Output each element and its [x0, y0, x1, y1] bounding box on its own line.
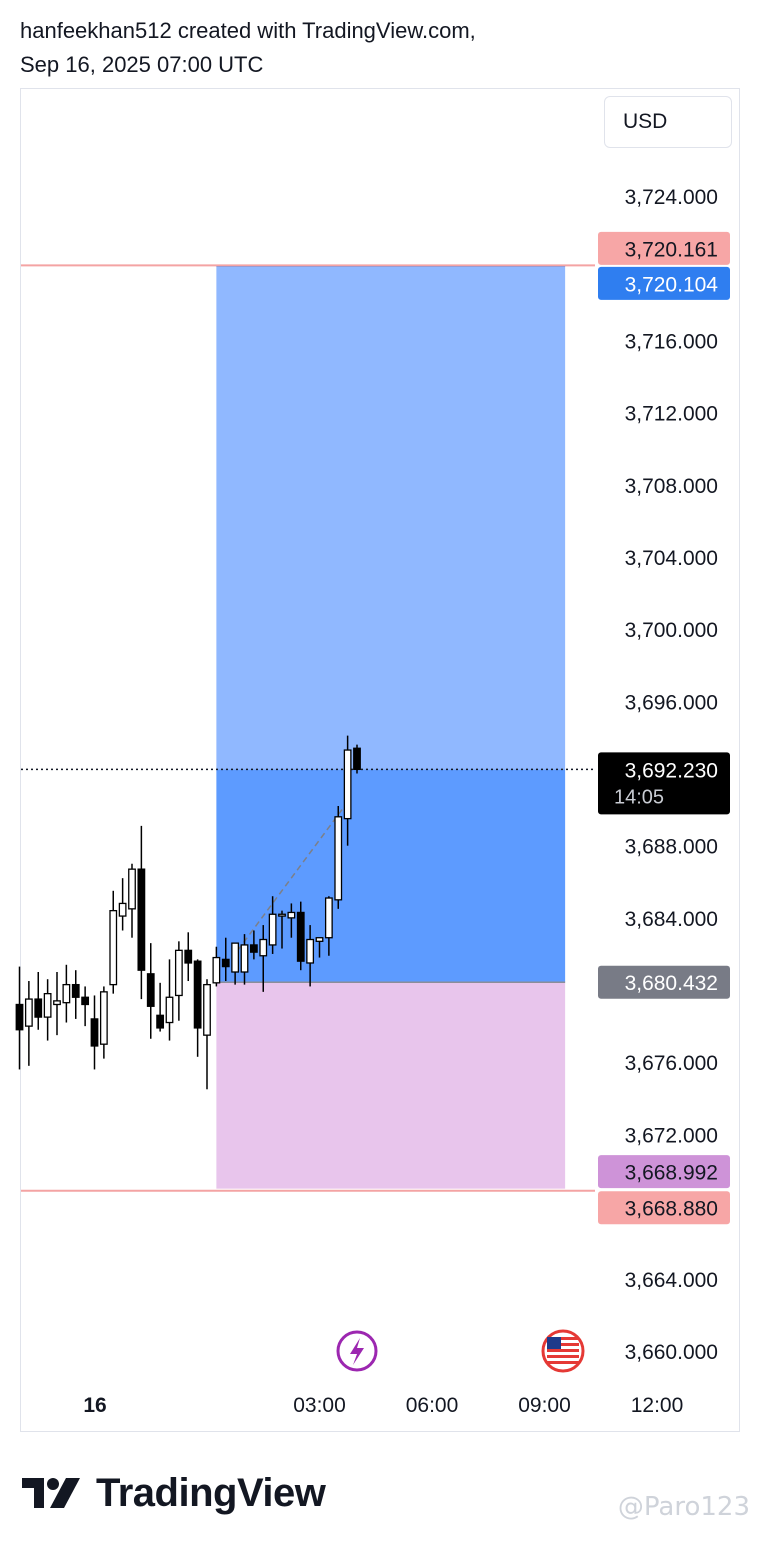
candle-14[interactable]	[146, 973, 155, 1007]
profit-zone-upper[interactable]	[216, 266, 566, 770]
candle-12[interactable]	[128, 868, 136, 910]
price-label-box-4	[598, 1191, 730, 1225]
candle-21[interactable]	[212, 956, 221, 984]
y-tick-label: 3,696.000	[625, 691, 718, 714]
y-tick-label: 3,664.000	[625, 1269, 718, 1292]
candle-16[interactable]	[165, 996, 174, 1024]
candle-19[interactable]	[193, 960, 202, 1029]
candle-18[interactable]	[184, 949, 193, 964]
candle-28[interactable]	[278, 913, 286, 917]
candle-30[interactable]	[296, 911, 305, 962]
y-tick-label: 3,700.000	[625, 619, 718, 642]
x-tick-label: 09:00	[518, 1394, 571, 1417]
chart-header: hanfeekhan512 created with TradingView.c…	[20, 14, 476, 82]
y-tick-label: 3,712.000	[625, 403, 718, 426]
y-tick-label: 3,672.000	[625, 1124, 718, 1147]
candle-6[interactable]	[71, 983, 80, 998]
candle-26[interactable]	[259, 938, 268, 957]
candle-32[interactable]	[315, 937, 324, 942]
tradingview-brand-text: TradingView	[96, 1470, 326, 1515]
x-tick-label: 12:00	[631, 1394, 684, 1417]
candle-31[interactable]	[306, 938, 315, 964]
header-date-line: Sep 16, 2025 07:00 UTC	[20, 52, 264, 77]
candle-35[interactable]	[343, 749, 352, 820]
stop-loss-zone[interactable]	[216, 982, 566, 1189]
x-tick-label: 16	[83, 1394, 106, 1417]
candle-0[interactable]	[15, 1003, 24, 1031]
y-tick-label: 3,676.000	[625, 1052, 718, 1075]
candle-2[interactable]	[34, 998, 43, 1018]
candle-17[interactable]	[174, 949, 183, 997]
candle-29[interactable]	[287, 911, 296, 919]
us-flag-event-icon[interactable]	[541, 1329, 585, 1373]
candle-8[interactable]	[90, 1018, 99, 1047]
tradingview-logo-icon	[22, 1478, 80, 1508]
price-label-1: 3,720.104	[625, 273, 719, 296]
candle-34[interactable]	[334, 816, 343, 901]
price-label-0: 3,720.161	[625, 238, 718, 261]
candle-15[interactable]	[156, 1014, 165, 1029]
currency-selector[interactable]: USD	[604, 96, 732, 148]
header-author-line: hanfeekhan512 created with TradingView.c…	[20, 18, 476, 43]
lightning-event-icon[interactable]	[336, 1330, 378, 1372]
watermark: @Paro123	[617, 1492, 750, 1522]
candle-36[interactable]	[353, 747, 361, 771]
price-label-box-2	[598, 965, 730, 999]
candle-22[interactable]	[221, 958, 230, 968]
price-label-4: 3,668.880	[625, 1198, 718, 1221]
candle-11[interactable]	[118, 902, 127, 917]
candle-10[interactable]	[109, 909, 118, 986]
candle-13[interactable]	[137, 868, 146, 971]
candle-27[interactable]	[268, 913, 277, 946]
candle-4[interactable]	[53, 1000, 61, 1006]
current-price-box	[598, 752, 730, 815]
candle-3[interactable]	[43, 993, 52, 1018]
y-tick-label: 3,684.000	[625, 908, 718, 931]
price-label-box-1	[598, 266, 730, 300]
countdown-label: 14:05	[614, 786, 664, 808]
x-tick-label: 06:00	[406, 1394, 459, 1417]
y-tick-label: 3,708.000	[625, 475, 718, 498]
current-price-label: 3,692.230	[625, 759, 718, 782]
candle-23[interactable]	[231, 942, 240, 973]
price-label-3: 3,668.992	[625, 1162, 718, 1185]
candle-24[interactable]	[240, 944, 249, 973]
candle-9[interactable]	[99, 991, 108, 1045]
y-tick-label: 3,704.000	[625, 547, 718, 570]
x-tick-label: 03:00	[293, 1394, 346, 1417]
y-tick-label: 3,688.000	[625, 836, 718, 859]
profit-zone-lower[interactable]	[216, 769, 566, 983]
chart-frame	[20, 88, 740, 1432]
price-label-box-0	[598, 231, 730, 265]
y-tick-label: 3,724.000	[625, 186, 718, 209]
price-label-box-3	[598, 1155, 730, 1189]
price-label-2: 3,680.432	[625, 972, 718, 995]
y-tick-label: 3,660.000	[625, 1341, 718, 1364]
candle-7[interactable]	[81, 996, 90, 1006]
candle-1[interactable]	[24, 998, 33, 1027]
y-tick-label: 3,716.000	[625, 330, 718, 353]
tradingview-logo[interactable]: TradingView	[22, 1466, 326, 1520]
candle-5[interactable]	[62, 983, 71, 1004]
candle-25[interactable]	[249, 944, 258, 953]
candle-33[interactable]	[324, 897, 333, 939]
candle-20[interactable]	[203, 983, 211, 1036]
